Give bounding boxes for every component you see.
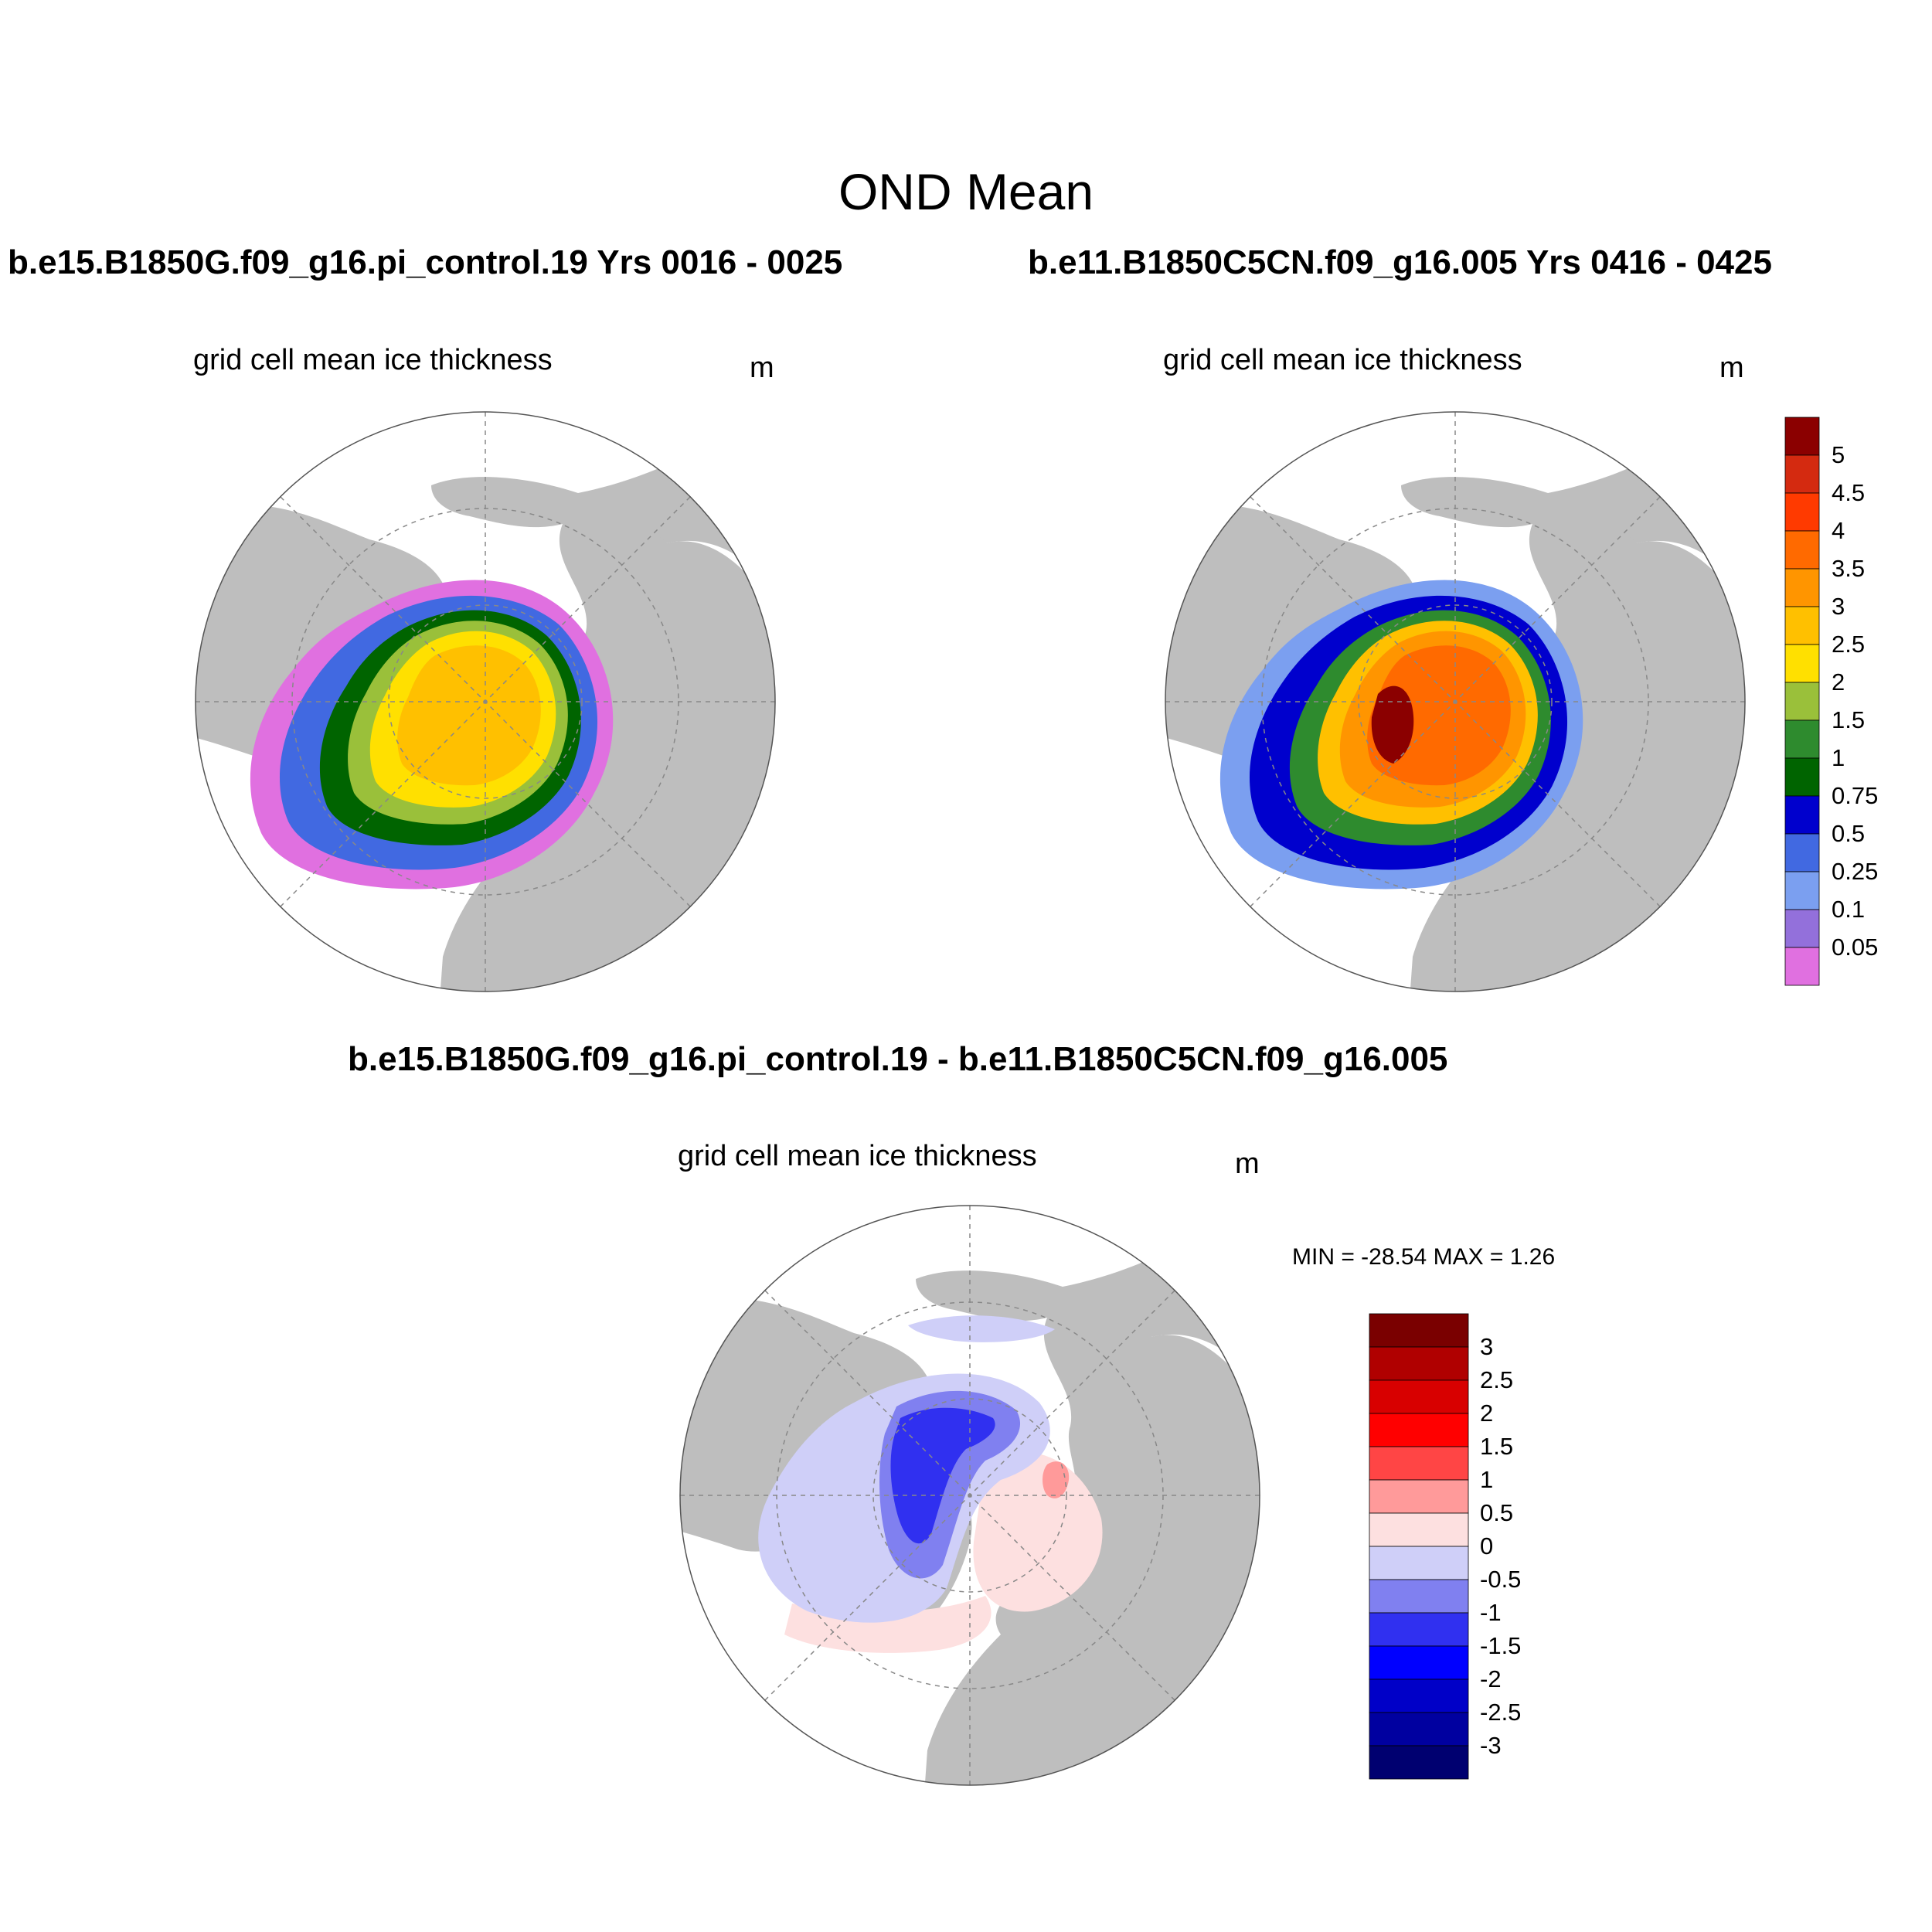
top-left-units: m — [750, 352, 774, 384]
colorbar-difference-tick-label: -2 — [1480, 1665, 1502, 1692]
colorbar-difference-swatch — [1369, 1512, 1469, 1547]
colorbar-difference-swatch — [1369, 1645, 1469, 1680]
bottom-minmax-label: MIN = -28.54 MAX = 1.26 — [1292, 1244, 1556, 1270]
colorbar-difference-tick-label: -2.5 — [1480, 1699, 1522, 1726]
colorbar-top — [1784, 417, 1820, 986]
colorbar-difference — [1369, 1313, 1469, 1780]
top-left-variable-title: grid cell mean ice thickness — [193, 344, 553, 376]
bottom-polar-map — [679, 1205, 1260, 1786]
colorbar-difference-tick-label: 2.5 — [1480, 1366, 1514, 1393]
colorbar-difference-tick-label: 1.5 — [1480, 1433, 1514, 1460]
colorbar-top-swatch — [1784, 909, 1820, 948]
colorbar-difference-tick-label: 0.5 — [1480, 1499, 1514, 1526]
colorbar-difference-swatch — [1369, 1612, 1469, 1647]
colorbar-difference-tick-label: -1 — [1480, 1599, 1502, 1626]
bottom-run-title: b.e15.B1850G.f09_g16.pi_control.19 - b.e… — [348, 1040, 1448, 1078]
colorbar-top-swatch — [1784, 757, 1820, 797]
colorbar-top-swatch — [1784, 795, 1820, 835]
colorbar-top-tick-label: 4.5 — [1832, 479, 1866, 506]
colorbar-top-tick-label: 1 — [1832, 744, 1845, 771]
colorbar-top-swatch — [1784, 947, 1820, 986]
colorbar-top-tick-label: 2 — [1832, 668, 1845, 696]
colorbar-top-tick-label: 0.1 — [1832, 896, 1866, 923]
colorbar-top-swatch — [1784, 871, 1820, 910]
land-north-america — [196, 501, 447, 758]
colorbar-top-tick-label: 3.5 — [1832, 555, 1866, 582]
colorbar-difference-tick-label: -0.5 — [1480, 1566, 1522, 1593]
top-right-sea-ice — [1219, 580, 1583, 889]
colorbar-difference-tick-label: 2 — [1480, 1400, 1494, 1427]
colorbar-difference-swatch — [1369, 1479, 1469, 1514]
colorbar-top-swatch — [1784, 833, 1820, 872]
top-left-run-title: b.e15.B1850G.f09_g16.pi_control.19 Yrs 0… — [8, 243, 843, 281]
colorbar-top-tick-label: 0.5 — [1832, 820, 1866, 847]
colorbar-top-swatch — [1784, 492, 1820, 532]
colorbar-top-tick-label: 3 — [1832, 593, 1845, 620]
colorbar-difference-swatch — [1369, 1313, 1469, 1348]
top-right-units: m — [1719, 352, 1744, 384]
colorbar-top-tick-label: 1.5 — [1832, 706, 1866, 733]
colorbar-difference-tick-label: 1 — [1480, 1466, 1494, 1493]
colorbar-difference-tick-label: -1.5 — [1480, 1632, 1522, 1659]
colorbar-top-swatch — [1784, 530, 1820, 570]
colorbar-difference-swatch — [1369, 1346, 1469, 1381]
colorbar-difference-tick-label: -3 — [1480, 1732, 1502, 1759]
colorbar-difference-tick-label: 3 — [1480, 1333, 1494, 1360]
top-left-sea-ice — [250, 580, 614, 889]
colorbar-top-tick-label: 0.05 — [1832, 934, 1879, 961]
colorbar-top-tick-label: 0.25 — [1832, 858, 1879, 885]
colorbar-difference-swatch — [1369, 1679, 1469, 1713]
colorbar-difference-tick-label: 0 — [1480, 1532, 1494, 1560]
colorbar-top-tick-label: 0.75 — [1832, 782, 1879, 809]
colorbar-top-swatch — [1784, 644, 1820, 683]
top-right-run-title: b.e11.B1850C5CN.f09_g16.005 Yrs 0416 - 0… — [1028, 243, 1772, 281]
colorbar-top-swatch — [1784, 719, 1820, 759]
colorbar-difference-swatch — [1369, 1712, 1469, 1747]
bottom-units: m — [1235, 1148, 1260, 1180]
top-left-polar-map — [195, 411, 776, 992]
colorbar-top-tick-label: 2.5 — [1832, 631, 1866, 658]
land-north-america — [1165, 501, 1417, 758]
colorbar-top-swatch — [1784, 568, 1820, 607]
figure-title: OND Mean — [838, 163, 1094, 220]
bottom-variable-title: grid cell mean ice thickness — [678, 1140, 1037, 1172]
colorbar-top-tick-label: 5 — [1832, 441, 1845, 468]
top-right-variable-title: grid cell mean ice thickness — [1163, 344, 1522, 376]
colorbar-top-swatch — [1784, 682, 1820, 721]
land-north-america — [680, 1294, 931, 1552]
colorbar-difference-swatch — [1369, 1413, 1469, 1447]
colorbar-difference-swatch — [1369, 1379, 1469, 1414]
land-scandinavia — [995, 1611, 1079, 1730]
colorbar-difference-swatch — [1369, 1446, 1469, 1481]
top-right-polar-map — [1165, 411, 1746, 992]
colorbar-top-swatch — [1784, 454, 1820, 494]
colorbar-top-swatch — [1784, 606, 1820, 645]
colorbar-difference-swatch — [1369, 1546, 1469, 1580]
colorbar-top-tick-label: 4 — [1832, 517, 1845, 544]
colorbar-top-swatch — [1784, 417, 1820, 456]
colorbar-difference-swatch — [1369, 1745, 1469, 1780]
colorbar-difference-swatch — [1369, 1579, 1469, 1614]
